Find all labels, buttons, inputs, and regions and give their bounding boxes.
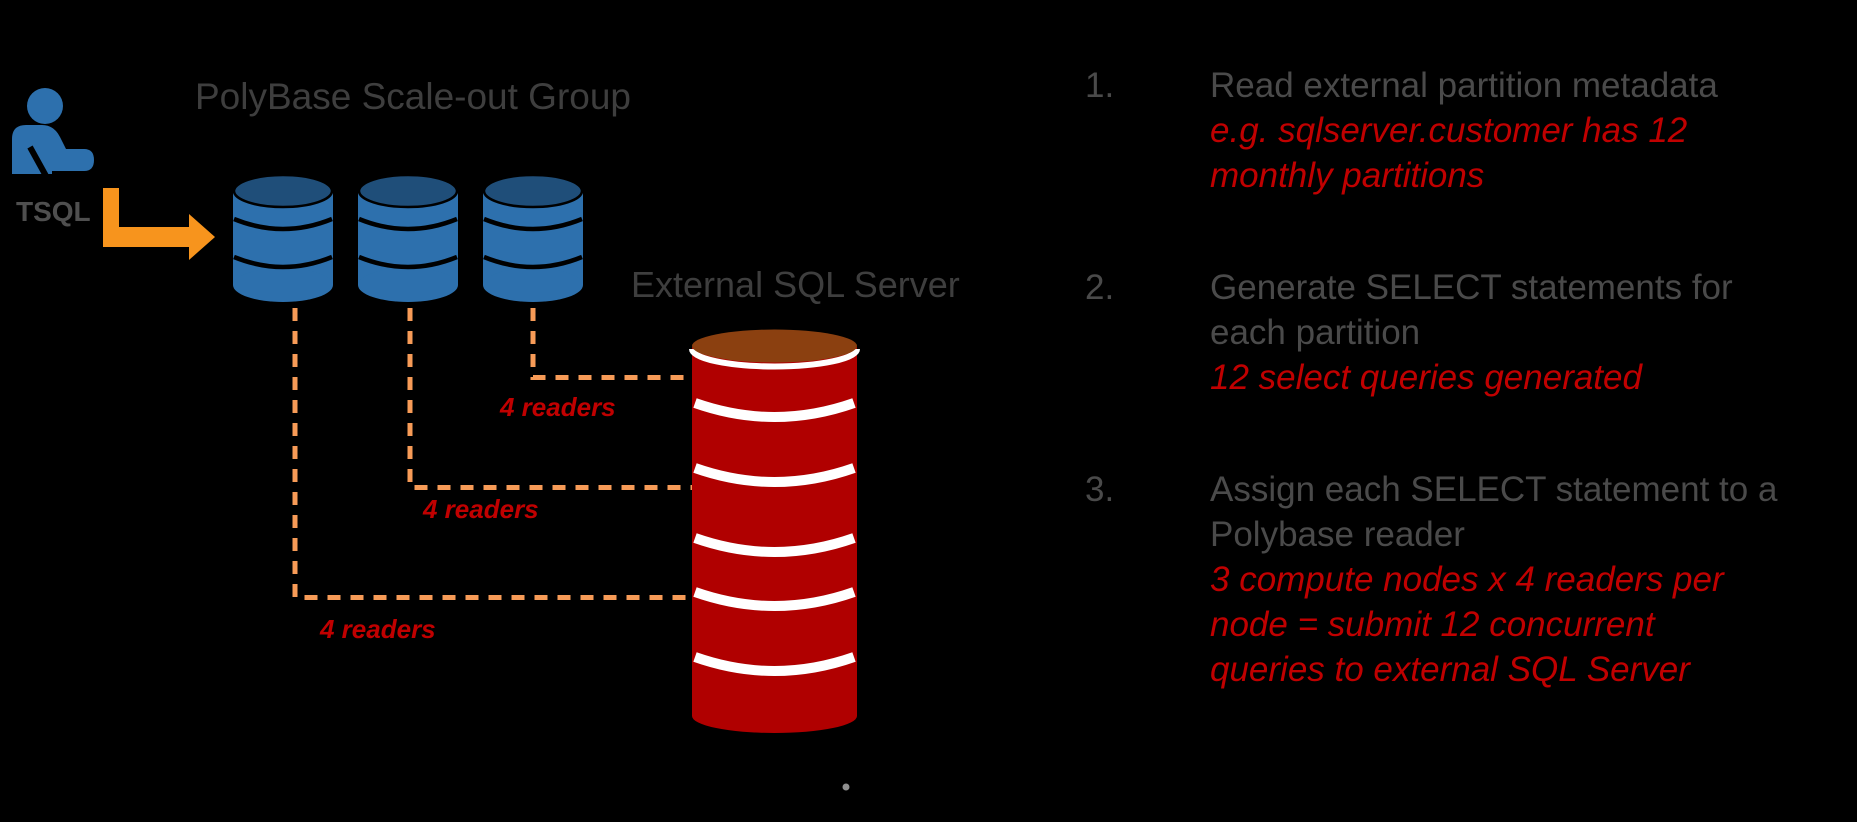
reader-count-label-2: 4 readers xyxy=(423,494,539,524)
reader-count-label-1: 4 readers xyxy=(320,614,436,644)
step-3-text: Assign each SELECT statement to a Polyba… xyxy=(1210,470,1778,554)
step-1-text: Read external partition metadata xyxy=(1210,66,1718,105)
compute-node-db-1 xyxy=(233,175,333,302)
footnote-dot xyxy=(842,783,850,791)
step-2: Generate SELECT statements for each part… xyxy=(1210,265,1857,400)
step-1-note: e.g. sqlserver.customer has 12 monthly p… xyxy=(1210,111,1688,195)
scaleout-group-title: PolyBase Scale-out Group xyxy=(195,76,632,117)
connector-node3 xyxy=(530,308,694,380)
step-2-text: Generate SELECT statements for each part… xyxy=(1210,268,1733,352)
tsql-label: TSQL xyxy=(16,196,91,227)
step-1: Read external partition metadata e.g. sq… xyxy=(1210,63,1857,198)
step-2-number: 2. xyxy=(1085,268,1115,307)
step-1-number: 1. xyxy=(1085,66,1115,105)
compute-node-db-3 xyxy=(483,175,583,302)
step-2-note: 12 select queries generated xyxy=(1210,358,1642,397)
tsql-arrow xyxy=(103,188,215,260)
reader-connectors xyxy=(292,308,694,600)
connector-node1 xyxy=(292,308,694,600)
compute-node-db-2 xyxy=(358,175,458,302)
step-3-note: 3 compute nodes x 4 readers per node = s… xyxy=(1210,560,1724,689)
step-3-number: 3. xyxy=(1085,470,1115,509)
connector-node2 xyxy=(407,308,694,490)
external-sql-server-db xyxy=(689,329,860,733)
external-sql-server-label: External SQL Server xyxy=(631,264,960,305)
user-icon xyxy=(12,88,94,178)
step-3: Assign each SELECT statement to a Polyba… xyxy=(1210,467,1857,692)
reader-count-label-3: 4 readers xyxy=(500,392,616,422)
